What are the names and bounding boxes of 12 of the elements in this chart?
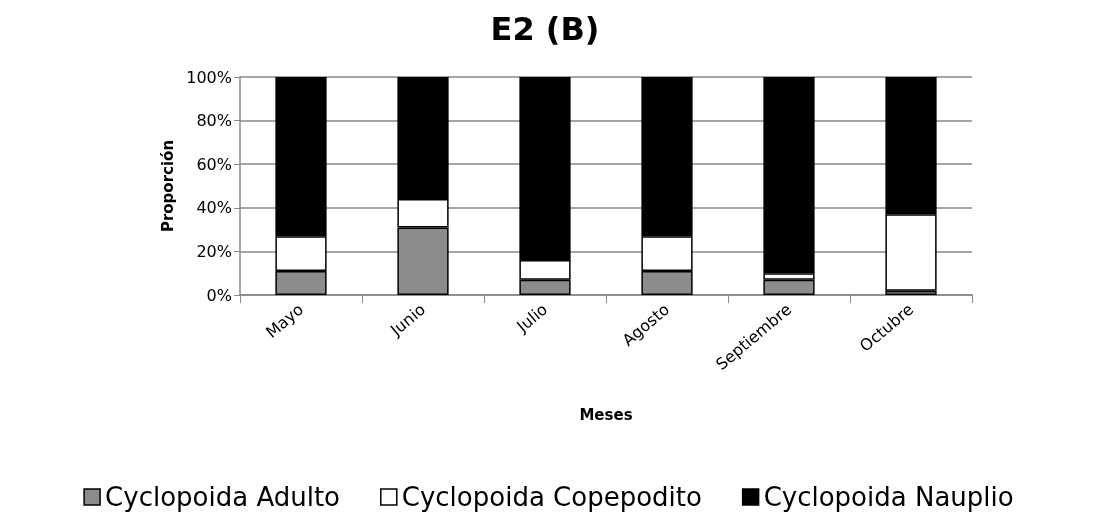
x-axis-title: Meses: [579, 405, 633, 424]
y-tick-label: 20%: [196, 241, 232, 261]
y-tick-label: 0%: [206, 285, 232, 305]
y-tick-label: 80%: [196, 111, 232, 131]
y-tick-label: 100%: [186, 67, 232, 87]
chart-title: E2 (B): [490, 10, 600, 48]
y-axis-title: Proporción: [158, 139, 177, 233]
legend-label: Cyclopoida Nauplio: [763, 482, 1014, 512]
legend-label: Cyclopoida Copepodito: [401, 482, 702, 512]
y-tick-label: 40%: [196, 198, 232, 218]
y-tick-label: 60%: [196, 154, 232, 174]
legend-label: Cyclopoida Adulto: [105, 482, 341, 512]
